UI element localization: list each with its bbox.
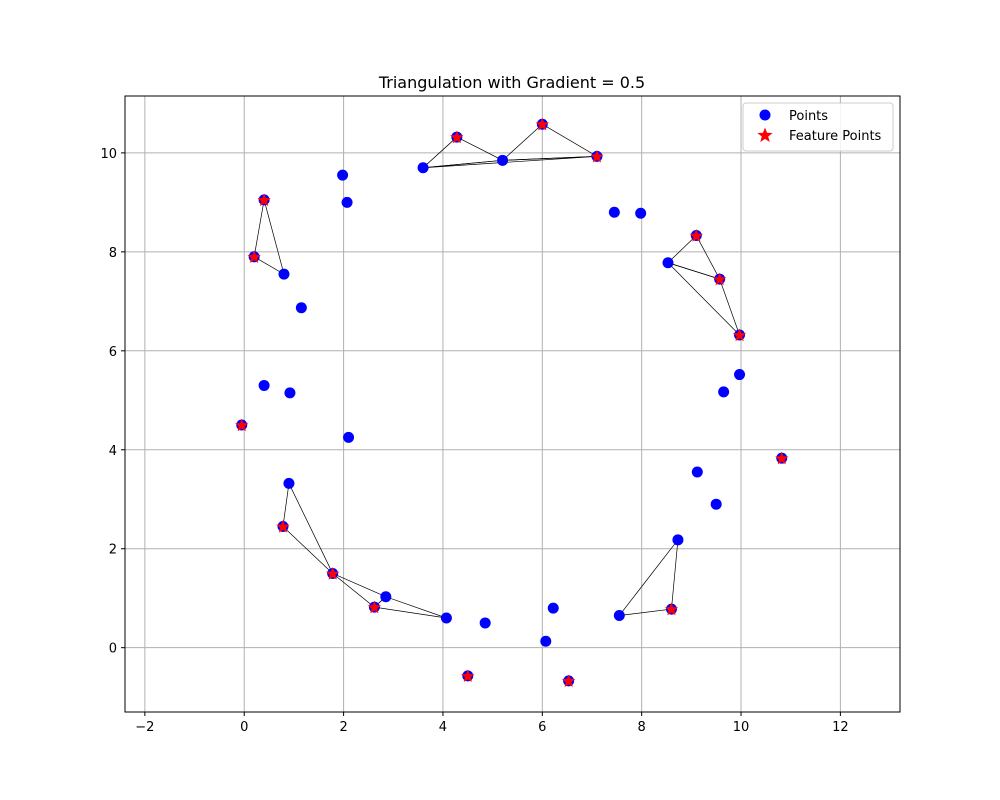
data-point bbox=[672, 534, 684, 546]
data-point bbox=[343, 431, 355, 443]
data-point bbox=[479, 617, 491, 629]
data-point bbox=[417, 162, 429, 174]
grid-layer bbox=[125, 96, 900, 712]
y-tick-label: 8 bbox=[109, 246, 117, 261]
data-point bbox=[662, 257, 674, 269]
data-point bbox=[440, 612, 452, 624]
chart-title: Triangulation with Gradient = 0.5 bbox=[378, 73, 645, 92]
data-point bbox=[734, 369, 746, 381]
feature-point-star bbox=[235, 418, 249, 432]
triangle-edge bbox=[667, 262, 740, 336]
tick-layer: −2 0 2 4 6 8 10 12 0 2 4 6 8 10 bbox=[100, 147, 848, 735]
x-tick-label: 6 bbox=[538, 720, 546, 735]
triangle-edge bbox=[423, 156, 597, 169]
data-point bbox=[718, 386, 730, 398]
feature-point-star bbox=[664, 602, 679, 616]
feature-point-star bbox=[713, 272, 727, 286]
feature-point-star bbox=[276, 519, 290, 533]
data-point bbox=[710, 498, 722, 510]
x-tick-label: 12 bbox=[832, 720, 849, 735]
legend-feature-label: Feature Points bbox=[789, 129, 882, 144]
legend-points-label: Points bbox=[789, 109, 828, 124]
legend-points-marker bbox=[759, 109, 771, 121]
feature-point-star bbox=[450, 130, 464, 144]
triangle-edges bbox=[253, 123, 740, 619]
y-tick-label: 6 bbox=[109, 345, 117, 360]
data-point bbox=[547, 602, 559, 614]
data-point bbox=[283, 477, 295, 489]
triangle-edge bbox=[282, 482, 333, 574]
triangle-edge bbox=[501, 123, 599, 161]
legend-box bbox=[742, 102, 894, 152]
data-point bbox=[278, 268, 290, 280]
plot-frame bbox=[124, 95, 901, 713]
triangle-edge bbox=[332, 573, 387, 608]
feature-point-star bbox=[326, 566, 340, 580]
x-tick-label: 8 bbox=[638, 720, 646, 735]
x-tick-label: 0 bbox=[240, 720, 248, 735]
x-tick-label: 10 bbox=[733, 720, 750, 735]
data-point bbox=[540, 635, 552, 647]
triangle-edge bbox=[253, 199, 285, 275]
feature-point-star bbox=[247, 250, 261, 263]
legend: Points Feature Points bbox=[742, 102, 894, 152]
y-tick-label: 2 bbox=[109, 543, 117, 558]
data-point bbox=[691, 466, 703, 478]
feature-point-star bbox=[590, 149, 604, 163]
feature-point-star bbox=[535, 117, 549, 131]
data-point bbox=[341, 196, 353, 208]
feature-point-star bbox=[775, 451, 789, 465]
feature-points-layer bbox=[235, 117, 789, 687]
feature-point-star bbox=[257, 193, 271, 207]
y-tick-label: 0 bbox=[109, 642, 117, 657]
feature-point-star bbox=[561, 674, 576, 687]
triangle-edge bbox=[667, 234, 721, 280]
feature-point-star bbox=[461, 669, 475, 683]
feature-point-star bbox=[367, 600, 382, 614]
y-tick-label: 4 bbox=[109, 444, 117, 459]
triangle-edge bbox=[373, 596, 447, 619]
feature-point-star bbox=[732, 328, 747, 342]
data-point bbox=[295, 302, 307, 314]
feature-point-star bbox=[689, 229, 703, 242]
x-tick-label: −2 bbox=[135, 720, 154, 735]
data-point bbox=[337, 169, 349, 181]
data-point bbox=[497, 154, 509, 166]
legend-feature-marker bbox=[757, 127, 773, 142]
x-tick-label: 2 bbox=[339, 720, 347, 735]
x-tick-label: 4 bbox=[439, 720, 447, 735]
data-point bbox=[258, 379, 270, 391]
data-point bbox=[284, 387, 296, 399]
data-point bbox=[380, 591, 392, 603]
data-point bbox=[635, 207, 647, 219]
data-point bbox=[608, 206, 620, 218]
y-tick-label: 10 bbox=[100, 147, 117, 162]
triangle-edge bbox=[618, 538, 679, 616]
data-point bbox=[613, 610, 625, 622]
points-layer bbox=[258, 154, 746, 647]
